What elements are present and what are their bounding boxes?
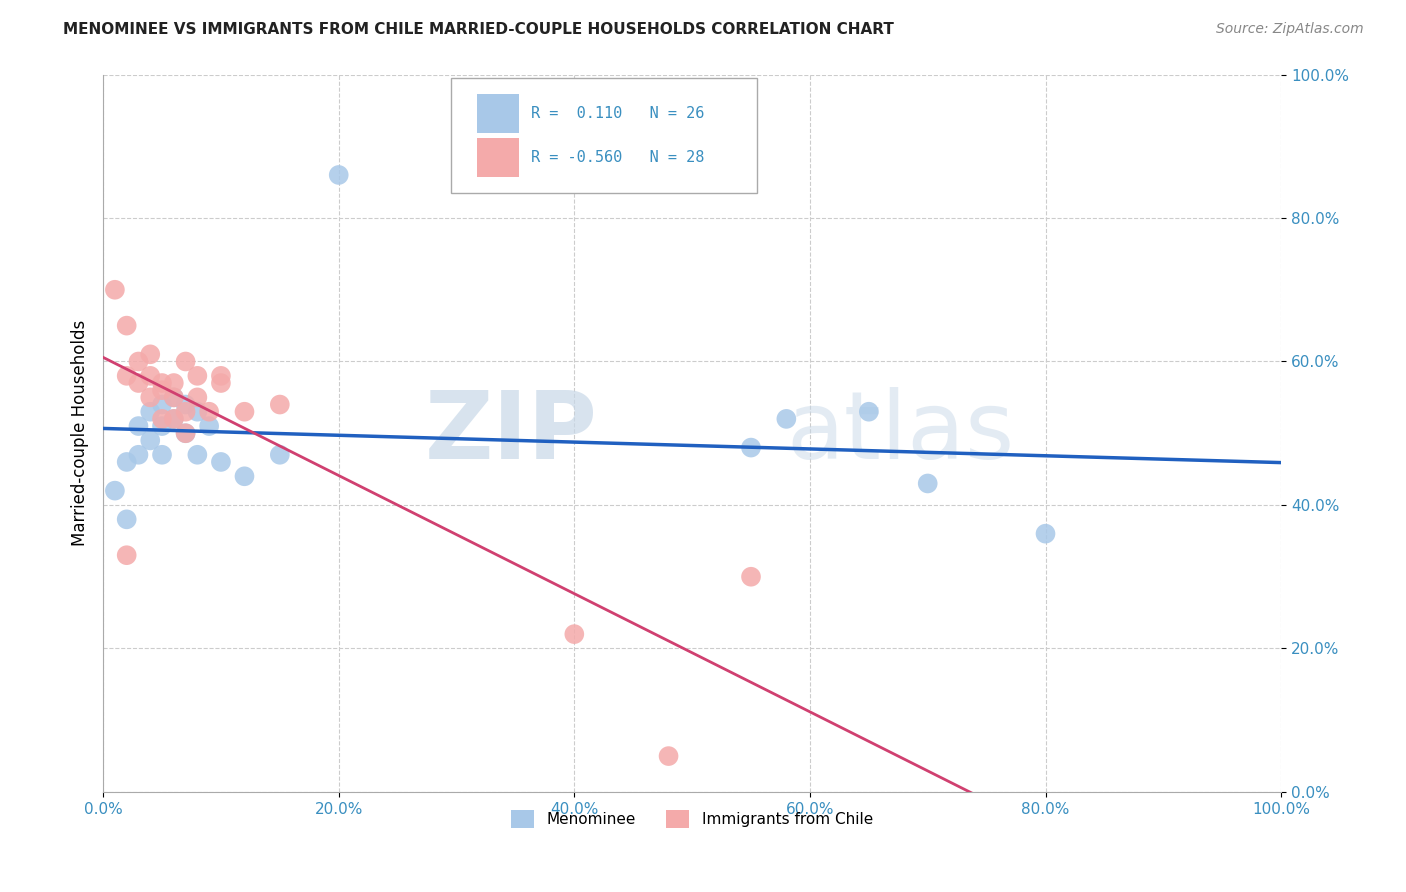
Point [233, 405, 256, 419]
Point [127, 354, 149, 368]
Text: R = -0.560   N = 28: R = -0.560 N = 28 [530, 150, 704, 165]
Point [115, 368, 138, 383]
Point [233, 469, 256, 483]
Point [104, 483, 127, 498]
Point [163, 390, 186, 404]
Point [150, 419, 173, 434]
Point [150, 398, 173, 412]
FancyBboxPatch shape [451, 78, 756, 193]
Point [198, 405, 221, 419]
Point [127, 448, 149, 462]
Point [740, 441, 762, 455]
Point [127, 419, 149, 434]
Text: MENOMINEE VS IMMIGRANTS FROM CHILE MARRIED-COUPLE HOUSEHOLDS CORRELATION CHART: MENOMINEE VS IMMIGRANTS FROM CHILE MARRI… [63, 22, 894, 37]
Point [139, 347, 162, 361]
Point [139, 368, 162, 383]
Point [174, 426, 197, 441]
Point [115, 548, 138, 562]
Point [139, 434, 162, 448]
Point [269, 398, 291, 412]
Point [562, 627, 585, 641]
Point [174, 426, 197, 441]
Point [163, 412, 186, 426]
Point [150, 376, 173, 390]
Point [658, 749, 681, 764]
Text: R =  0.110   N = 26: R = 0.110 N = 26 [530, 106, 704, 121]
Point [115, 512, 138, 526]
Point [1035, 526, 1057, 541]
Point [858, 405, 880, 419]
Point [150, 448, 173, 462]
Point [174, 398, 197, 412]
Point [163, 390, 186, 404]
Point [139, 405, 162, 419]
FancyBboxPatch shape [477, 94, 519, 133]
FancyBboxPatch shape [477, 138, 519, 178]
Point [740, 570, 762, 584]
Point [186, 448, 208, 462]
Point [115, 318, 138, 333]
Point [150, 383, 173, 397]
Point [186, 390, 208, 404]
Text: Source: ZipAtlas.com: Source: ZipAtlas.com [1216, 22, 1364, 37]
Y-axis label: Married-couple Households: Married-couple Households [72, 320, 89, 547]
Point [163, 412, 186, 426]
Point [115, 455, 138, 469]
Point [150, 412, 173, 426]
Point [328, 168, 350, 182]
Text: ZIP: ZIP [425, 387, 598, 479]
Point [186, 368, 208, 383]
Point [174, 405, 197, 419]
Point [209, 455, 232, 469]
Point [174, 354, 197, 368]
Point [104, 283, 127, 297]
Point [127, 376, 149, 390]
Point [775, 412, 797, 426]
Text: atlas: atlas [786, 387, 1015, 479]
Point [209, 376, 232, 390]
Legend: Menominee, Immigrants from Chile: Menominee, Immigrants from Chile [505, 804, 879, 835]
Point [186, 405, 208, 419]
Point [269, 448, 291, 462]
Point [163, 376, 186, 390]
Point [209, 368, 232, 383]
Point [917, 476, 939, 491]
Point [198, 419, 221, 434]
Point [139, 390, 162, 404]
